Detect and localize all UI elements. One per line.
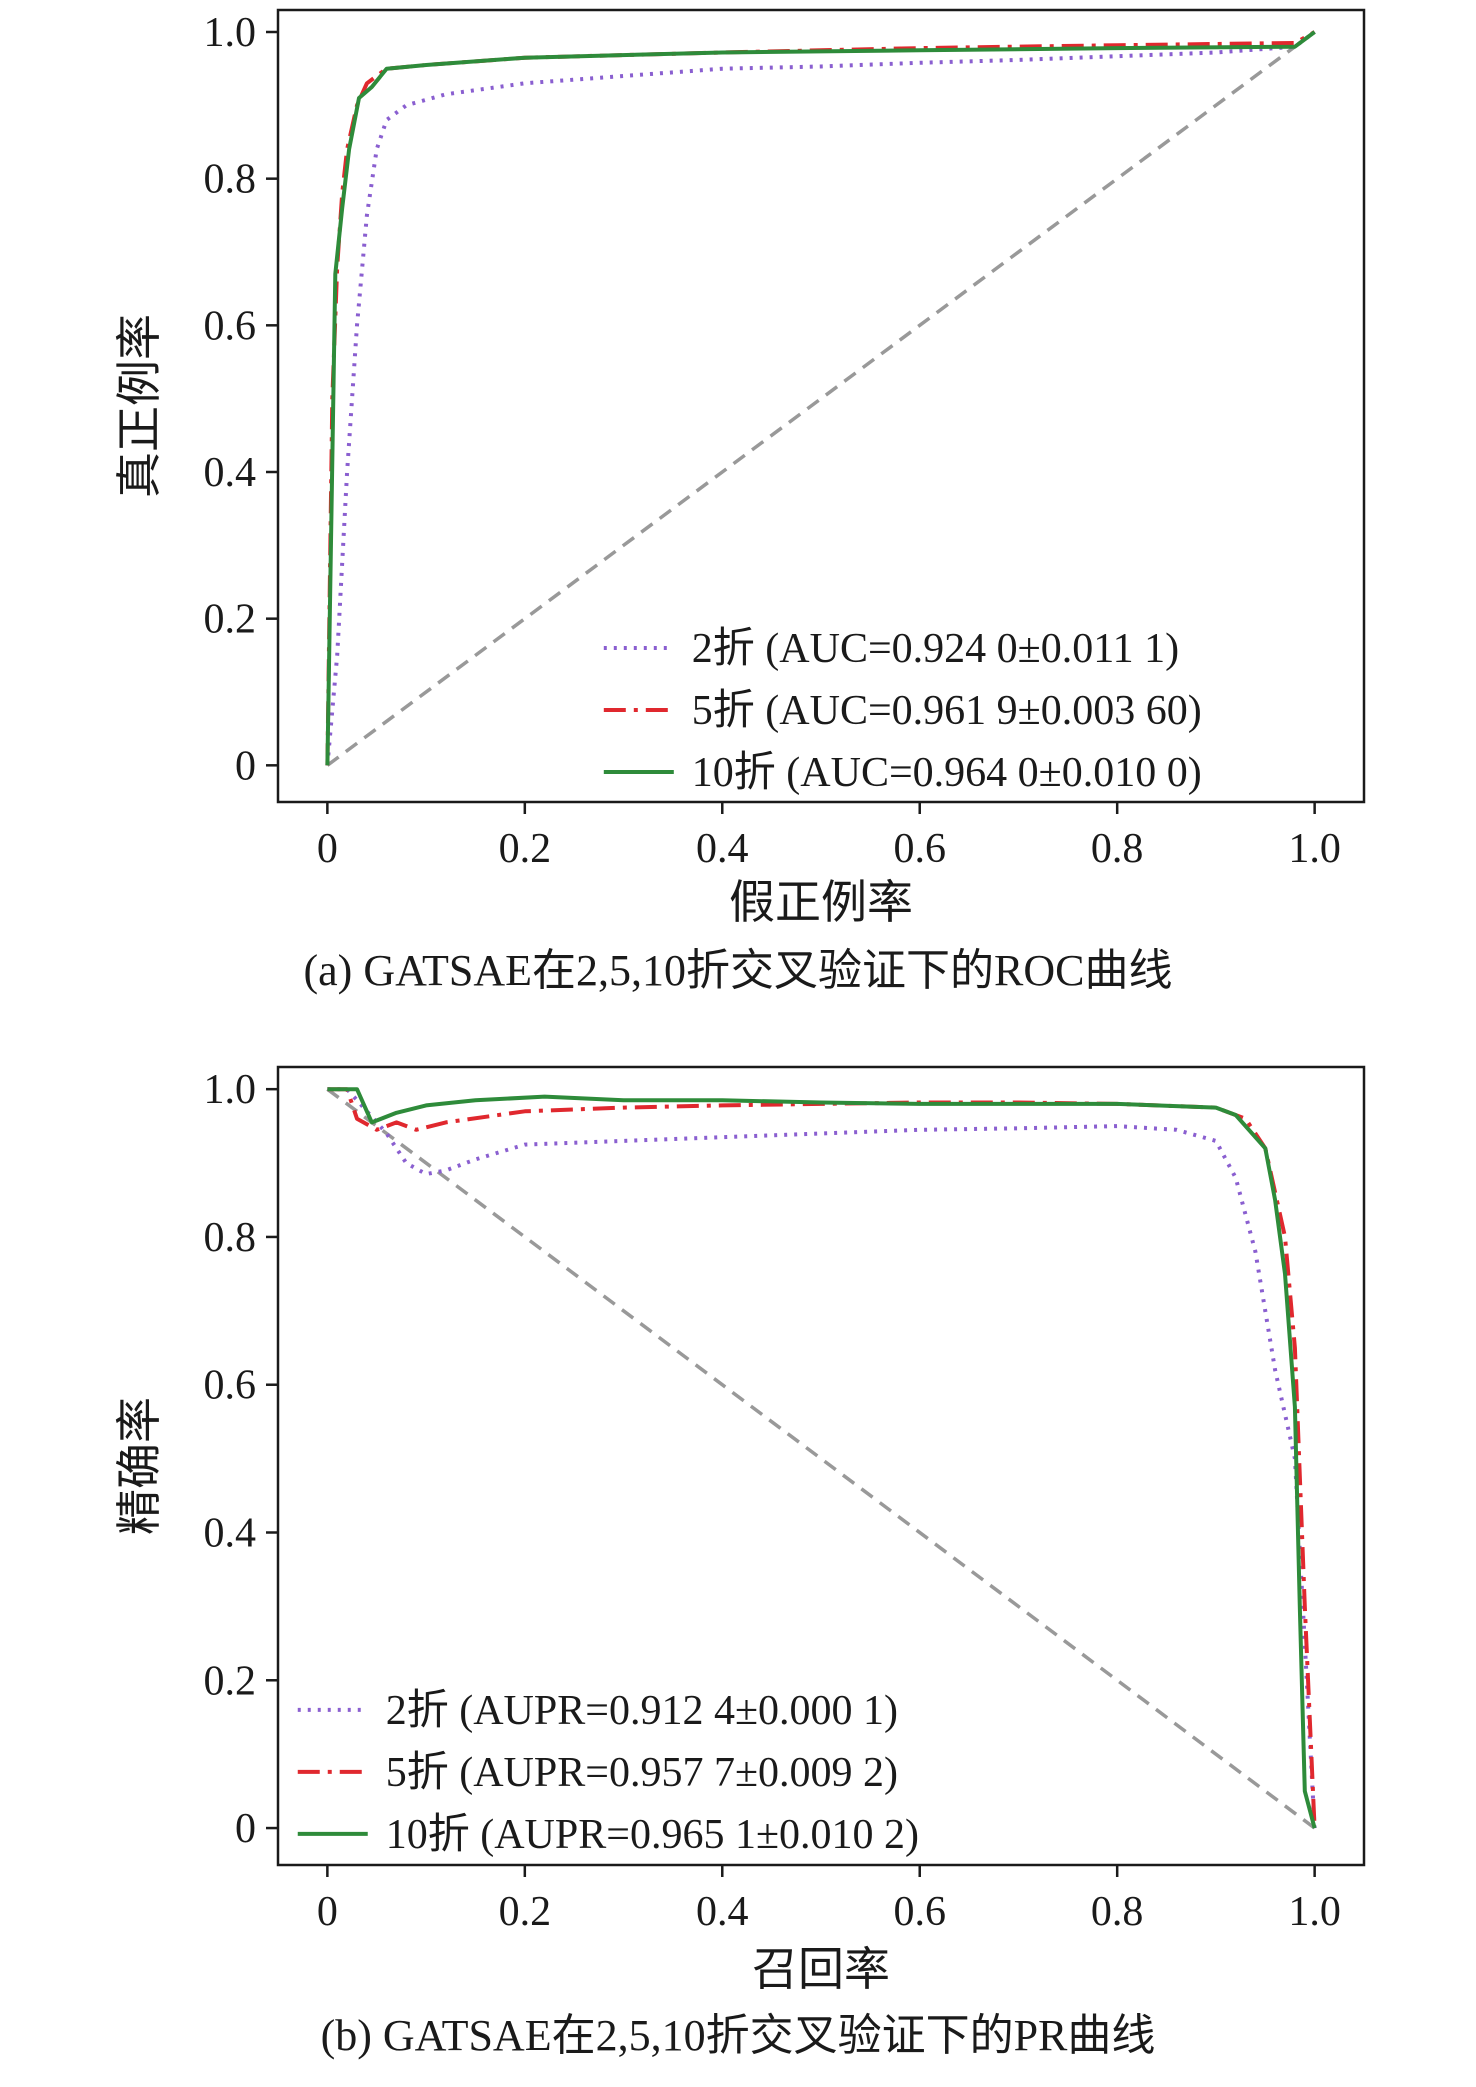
plot-frame bbox=[276, 1065, 1366, 1867]
y-tick-label: 0 bbox=[235, 1806, 256, 1852]
figure-caption: (a) GATSAE在2,5,10折交叉验证下的ROC曲线 bbox=[304, 946, 1173, 995]
x-tick-label: 0.6 bbox=[893, 1889, 946, 1935]
x-tick-label: 0.8 bbox=[1091, 1889, 1144, 1935]
x-tick-label: 0.4 bbox=[696, 826, 749, 872]
y-tick-label: 0.2 bbox=[204, 597, 257, 643]
legend-label-1: 5折 (AUC=0.961 9±0.003 60) bbox=[692, 688, 1202, 734]
y-tick-label: 0.6 bbox=[204, 1363, 257, 1409]
y-axis-title: 真正例率 bbox=[114, 314, 165, 498]
x-tick-label: 0.6 bbox=[893, 826, 946, 872]
pr-panel: 0 0.2 0.4 0.6 0.8 1.0 0 0.2 0.4 0.6 0.8 1.0 召回率 精确率 2折… bbox=[114, 1065, 1366, 2060]
x-tick-label: 0 bbox=[317, 1889, 338, 1935]
y-tick-label: 0.4 bbox=[204, 450, 257, 496]
legend-label-0: 2折 (AUPR=0.912 4±0.000 1) bbox=[386, 1688, 898, 1734]
reference-diagonal-line bbox=[326, 30, 1316, 767]
y-tick-label: 0.4 bbox=[204, 1511, 257, 1557]
series-line-0 bbox=[325, 30, 1316, 766]
y-tick-label: 1.0 bbox=[204, 1067, 257, 1113]
legend-label-0: 2折 (AUC=0.924 0±0.011 1) bbox=[692, 626, 1179, 672]
x-axis-title: 假正例率 bbox=[729, 877, 913, 928]
series-line-2 bbox=[327, 1087, 1317, 1829]
x-tick-label: 0.2 bbox=[499, 826, 552, 872]
x-tick-label: 0.4 bbox=[696, 1889, 749, 1935]
y-tick-label: 0.2 bbox=[204, 1658, 257, 1704]
y-axis-title: 精确率 bbox=[114, 1397, 165, 1535]
y-tick-label: 0 bbox=[235, 743, 256, 789]
y-tick-label: 0.8 bbox=[204, 1215, 257, 1261]
plot-frame bbox=[276, 8, 1366, 804]
x-axis-title: 召回率 bbox=[752, 1944, 890, 1995]
x-tick-label: 0.8 bbox=[1091, 826, 1144, 872]
x-tick-label: 0.2 bbox=[499, 1889, 552, 1935]
figure-caption: (b) GATSAE在2,5,10折交叉验证下的PR曲线 bbox=[321, 2011, 1156, 2060]
legend-label-2: 10折 (AUC=0.964 0±0.010 0) bbox=[692, 750, 1202, 796]
y-tick-label: 1.0 bbox=[204, 10, 257, 56]
x-tick-label: 1.0 bbox=[1288, 826, 1341, 872]
y-tick-label: 0.8 bbox=[204, 157, 257, 203]
x-tick-label: 1.0 bbox=[1288, 1889, 1341, 1935]
series-line-2 bbox=[325, 30, 1316, 766]
legend-label-2: 10折 (AUPR=0.965 1±0.010 2) bbox=[386, 1812, 919, 1858]
series-line-0 bbox=[327, 1087, 1317, 1829]
x-tick-label: 0 bbox=[317, 826, 338, 872]
y-tick-label: 0.6 bbox=[204, 303, 257, 349]
roc-panel: 0 0.2 0.4 0.6 0.8 1.0 0 0.2 0.4 0.6 0.8 1.0 假正例率 真正例率… bbox=[114, 8, 1366, 995]
legend-label-1: 5折 (AUPR=0.957 7±0.009 2) bbox=[386, 1750, 898, 1796]
